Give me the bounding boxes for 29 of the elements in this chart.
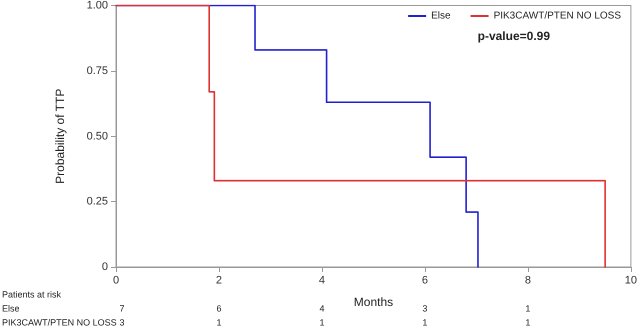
text: 1 xyxy=(525,318,530,328)
text: 1 xyxy=(216,318,222,328)
annotation: p-value=0.99 xyxy=(478,29,550,43)
text: 4 xyxy=(319,304,324,314)
y-tick-label: 0.75 xyxy=(86,64,108,77)
y-tick-label: 0 xyxy=(102,261,108,273)
y-tick-label: 0.50 xyxy=(86,130,108,142)
x-axis-title: Months xyxy=(354,295,394,309)
text: 1 xyxy=(422,318,428,328)
text: Else xyxy=(2,304,20,314)
y-tick-label: 1.00 xyxy=(86,0,108,12)
x-tick-label: 10 xyxy=(624,274,638,286)
x-tick-label: 0 xyxy=(112,274,120,286)
y-tick-label: 0.25 xyxy=(86,196,108,208)
text: 3 xyxy=(422,304,428,314)
y-axis-title: Probability of TTP xyxy=(53,88,67,184)
text: Patients at risk xyxy=(2,290,62,300)
text: 1 xyxy=(525,304,530,314)
legend-label: PIK3CAWT/PTEN NO LOSS xyxy=(494,10,622,22)
x-tick-label: 4 xyxy=(318,274,326,286)
text: 3 xyxy=(119,318,125,328)
x-tick-label: 8 xyxy=(524,274,531,286)
legend-label: Else xyxy=(431,10,452,22)
text: 1 xyxy=(319,318,324,328)
text: PIK3CAWT/PTEN NO LOSS xyxy=(2,318,117,328)
x-tick-label: 2 xyxy=(216,274,222,286)
x-tick-label: 6 xyxy=(422,274,428,286)
text: 7 xyxy=(119,304,125,314)
text: 6 xyxy=(216,304,222,314)
